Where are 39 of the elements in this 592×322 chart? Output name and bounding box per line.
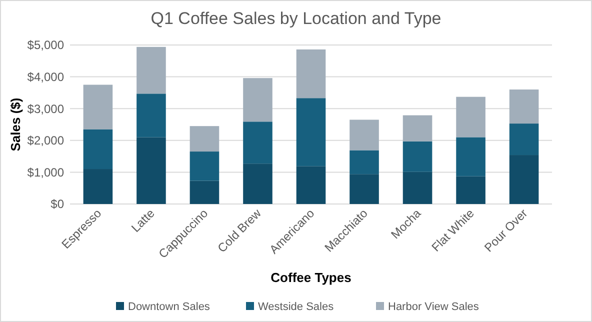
bar <box>243 78 272 122</box>
bar <box>350 174 379 204</box>
chart-title: Q1 Coffee Sales by Location and Type <box>150 9 442 28</box>
y-tick-label: $2,000 <box>27 134 64 148</box>
bar <box>350 150 379 174</box>
bar <box>456 96 486 138</box>
bar <box>509 124 539 156</box>
legend-label: Westside Sales <box>258 301 334 313</box>
y-tick-label: $4,000 <box>27 70 64 84</box>
bar <box>190 152 220 181</box>
bar <box>83 169 113 204</box>
bar <box>243 164 272 204</box>
bar <box>83 129 113 170</box>
y-tick-label: $1,000 <box>27 165 64 180</box>
bar <box>456 176 486 204</box>
bar <box>83 84 113 130</box>
bar <box>402 172 432 204</box>
y-tick-label: $0 <box>50 197 64 212</box>
bar <box>296 98 326 166</box>
legend-label: Downtown Sales <box>128 301 210 313</box>
x-axis-title: Coffee Types <box>270 270 352 285</box>
bar <box>350 120 379 150</box>
bar <box>456 137 486 176</box>
bar <box>136 137 166 204</box>
bar <box>509 155 539 204</box>
bar <box>296 166 326 204</box>
bar <box>136 94 166 138</box>
bar <box>402 141 432 172</box>
legend-label: Harbor View Sales <box>388 301 480 313</box>
bar <box>136 46 166 94</box>
bar <box>509 90 539 124</box>
y-axis-title: Sales ($) <box>8 98 23 152</box>
y-tick-label: $5,000 <box>27 38 64 52</box>
bar <box>190 180 220 204</box>
y-tick-label: $3,000 <box>27 102 64 116</box>
bar <box>402 115 432 142</box>
bar <box>243 122 272 164</box>
bar <box>190 126 220 152</box>
bar <box>296 49 326 98</box>
